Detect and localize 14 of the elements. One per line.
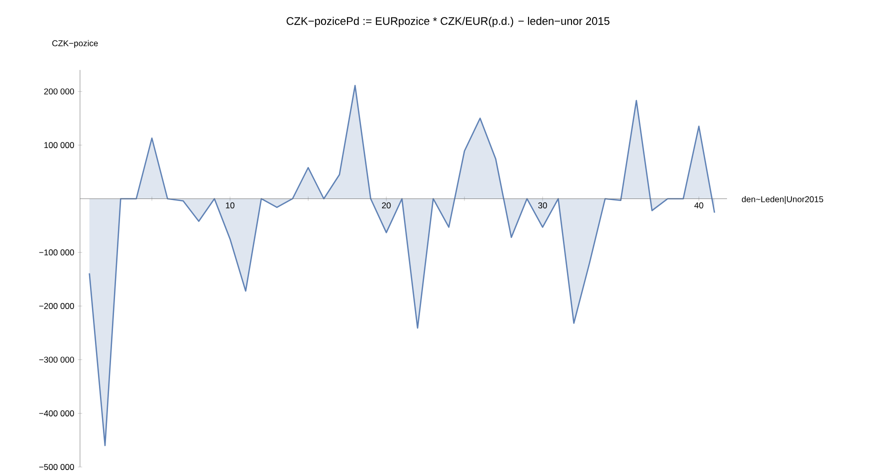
x-tick-label: 20	[382, 202, 391, 208]
x-tick-label: 30	[538, 202, 547, 208]
x-tick-label: 40	[694, 202, 704, 208]
y-tick-label: 200 000	[44, 88, 74, 94]
y-tick-label: −200 000	[39, 303, 74, 310]
y-tick-label: −400 000	[39, 410, 74, 416]
y-tick-label: −100 000	[39, 249, 74, 256]
y-tick-label: −300 000	[39, 356, 74, 363]
x-axis-title: den~Leden|Unor2015	[742, 196, 824, 204]
x-tick-label: 10	[226, 202, 234, 208]
y-tick-label: −500 000	[39, 464, 74, 470]
chart-title: CZK−pozicePd := EURpozice * CZK/EUR(p.d.) − leden−unor 2015	[286, 16, 610, 28]
y-tick-label: 100 000	[44, 142, 74, 148]
y-axis-title: CZK−pozice	[52, 40, 98, 48]
